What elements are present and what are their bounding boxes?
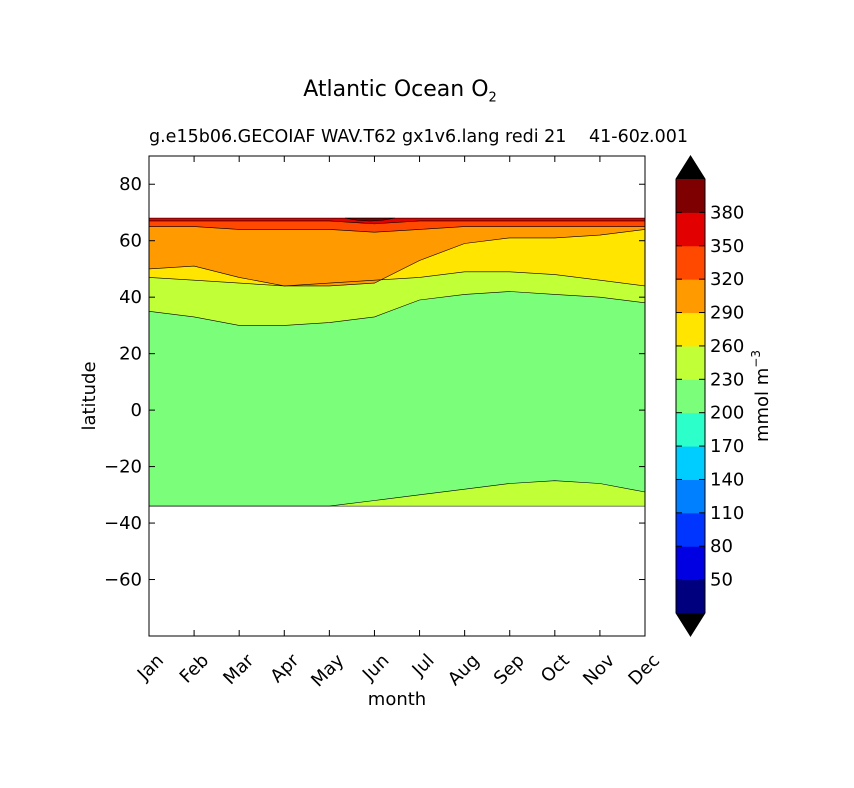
x-tick-label: Dec bbox=[625, 650, 664, 689]
chart-subtitle-left: g.e15b06.GECOIAF WAV.T62 gx1v6.lang redi… bbox=[149, 127, 567, 147]
contour-line-boundary-260-290 bbox=[148, 271, 646, 287]
contour-lines bbox=[148, 217, 646, 507]
chart-title-subscript: 2 bbox=[488, 90, 497, 106]
contour-fills bbox=[148, 217, 646, 507]
x-tick-label: May bbox=[307, 650, 348, 691]
colorbar-outline bbox=[675, 155, 706, 637]
colorbar-label: mmol m−3 bbox=[749, 350, 773, 442]
y-tick-label: 80 bbox=[119, 174, 142, 195]
colorbar-swatch bbox=[676, 312, 705, 347]
contour-line-boundary-230-260 bbox=[148, 291, 646, 326]
y-tick-label: 0 bbox=[131, 400, 142, 421]
colorbar-tick-label: 140 bbox=[710, 469, 744, 490]
plot-frame bbox=[148, 155, 646, 637]
x-tick-label: Jun bbox=[358, 650, 393, 685]
colorbar-extend-low bbox=[676, 613, 705, 636]
chart-title: Atlantic Ocean O2 bbox=[0, 77, 800, 105]
contour-line-boundary-290-320 bbox=[148, 229, 646, 287]
colorbar-tick-label: 290 bbox=[710, 303, 744, 324]
colorbar-label-exponent: −3 bbox=[749, 350, 763, 368]
colorbar-tick-label: 350 bbox=[710, 236, 744, 257]
x-tick-label: Sep bbox=[490, 650, 529, 689]
colorbar-swatch bbox=[676, 446, 705, 480]
y-tick-label: 20 bbox=[119, 344, 142, 365]
colorbar-swatch bbox=[676, 546, 705, 581]
y-tick-label: −20 bbox=[104, 457, 142, 478]
colorbar-extend-high bbox=[676, 156, 705, 179]
colorbar-swatch bbox=[676, 479, 705, 514]
y-axis: 80 60 40 20 0 −20 −40 −60 bbox=[104, 174, 645, 591]
x-axis-label: month bbox=[368, 689, 426, 710]
colorbar-tick-label: 50 bbox=[710, 570, 733, 591]
x-tick-label: Mar bbox=[219, 650, 258, 689]
colorbar-label-text: mmol m bbox=[752, 368, 773, 442]
colorbar-tick-label: 320 bbox=[710, 269, 744, 290]
colorbar-swatch bbox=[676, 512, 705, 547]
colorbar-swatch bbox=[676, 212, 705, 247]
x-tick-label: Nov bbox=[579, 650, 619, 690]
colorbar-swatch bbox=[676, 345, 705, 380]
contour-band-200-230 bbox=[148, 291, 646, 507]
contour-line-boundary-350-380 bbox=[149, 220, 645, 225]
x-tick-label: Jan bbox=[133, 650, 168, 685]
colorbar-tick-label: 80 bbox=[710, 536, 733, 557]
y-tick-label: 40 bbox=[119, 287, 142, 308]
colorbar-swatch bbox=[676, 179, 705, 213]
x-tick-label: Apr bbox=[266, 650, 303, 687]
x-tick-label: Aug bbox=[444, 650, 484, 690]
colorbar-swatch bbox=[676, 245, 705, 280]
colorbar-tick-label: 230 bbox=[710, 369, 744, 390]
colorbar-tick-label: 260 bbox=[710, 336, 744, 357]
chart-subtitle-right: 41-60z.001 bbox=[589, 127, 689, 147]
colorbar-swatch bbox=[676, 379, 705, 414]
colorbar-swatch bbox=[676, 412, 705, 447]
colorbar-tick-label: 380 bbox=[710, 202, 744, 223]
x-tick-label: Feb bbox=[176, 650, 213, 687]
y-tick-label: 60 bbox=[119, 231, 142, 252]
y-tick-label: −60 bbox=[104, 570, 142, 591]
chart-title-text: Atlantic Ocean O bbox=[303, 77, 489, 102]
y-axis-label: latitude bbox=[79, 361, 100, 430]
contour-line-boundary-320-350 bbox=[149, 226, 645, 233]
colorbar-swatch bbox=[676, 279, 705, 314]
colorbar-tick-label: 110 bbox=[710, 503, 744, 524]
colorbar-swatch bbox=[676, 579, 705, 614]
x-tick-label: Jul bbox=[408, 650, 439, 681]
y-tick-label: −40 bbox=[104, 513, 142, 534]
colorbar-tick-label: 170 bbox=[710, 436, 744, 457]
x-tick-label: Oct bbox=[537, 650, 574, 687]
colorbar-tick-label: 200 bbox=[710, 403, 744, 424]
colorbar: 50 80 110 140 170 200 230 260 290 320 350 380 bbox=[675, 155, 744, 637]
